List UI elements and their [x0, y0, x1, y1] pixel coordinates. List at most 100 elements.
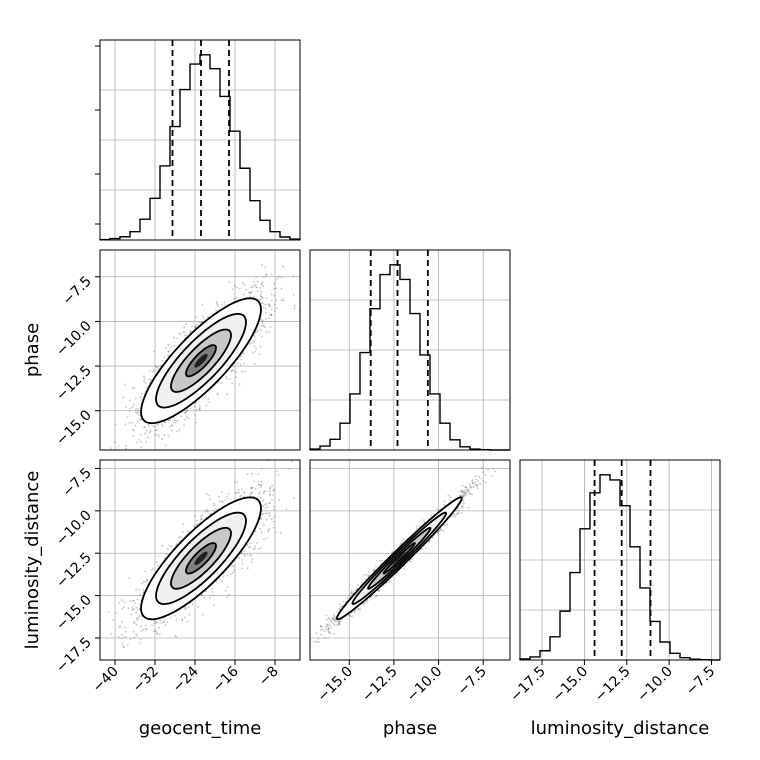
scatter-point — [261, 302, 263, 304]
scatter-point — [244, 288, 247, 291]
scatter-point — [463, 491, 466, 494]
scatter-point — [432, 512, 435, 515]
scatter-point — [135, 611, 138, 614]
scatter-point — [349, 594, 351, 597]
scatter-point — [238, 287, 241, 290]
contour-line — [140, 496, 262, 621]
scatter-point — [230, 370, 233, 372]
scatter-point — [372, 570, 375, 572]
scatter-point — [213, 502, 215, 505]
scatter-point — [461, 506, 463, 509]
scatter-point — [184, 334, 187, 337]
scatter-point — [251, 487, 254, 490]
scatter-point — [169, 348, 172, 351]
scatter-point — [145, 579, 148, 581]
scatter-point — [120, 620, 123, 623]
scatter-point — [260, 518, 263, 520]
x-tick-label: −12.5 — [592, 664, 634, 706]
scatter-point — [207, 401, 210, 403]
scatter-point — [163, 421, 166, 423]
scatter-point — [258, 483, 260, 486]
scatter-point — [260, 295, 262, 298]
scatter-point — [135, 633, 137, 635]
scatter-point — [324, 637, 327, 639]
scatter-point — [139, 638, 142, 641]
scatter-point — [147, 378, 150, 381]
scatter-point — [139, 593, 142, 596]
scatter-point — [226, 574, 229, 577]
scatter-point — [231, 288, 234, 291]
scatter-point — [336, 620, 339, 622]
scatter-point — [142, 589, 145, 591]
scatter-point — [183, 616, 186, 619]
y-tick-label: −17.5 — [53, 634, 95, 676]
scatter-point — [195, 409, 198, 411]
scatter-point — [273, 508, 276, 511]
scatter-point — [138, 615, 141, 618]
scatter-point — [461, 505, 464, 508]
scatter-point — [266, 506, 269, 509]
scatter-point — [277, 275, 280, 278]
scatter-point — [122, 645, 125, 648]
scatter-point — [181, 619, 184, 622]
scatter-point — [242, 353, 244, 355]
scatter-point — [272, 489, 275, 492]
scatter-point — [223, 301, 226, 304]
scatter-point — [462, 490, 465, 493]
scatter-point — [328, 630, 331, 633]
scatter-point — [436, 531, 439, 534]
scatter-point — [337, 622, 340, 625]
scatter-point — [432, 536, 434, 539]
scatter-point — [135, 588, 137, 591]
scatter-point — [146, 386, 148, 389]
y-tick-label: −10.0 — [53, 507, 95, 549]
scatter-point — [139, 418, 142, 420]
scatter-point — [464, 485, 467, 488]
scatter-point — [110, 447, 112, 449]
scatter-point — [181, 618, 184, 621]
scatter-point — [135, 623, 138, 626]
scatter-point — [249, 493, 252, 496]
scatter-point — [462, 502, 465, 505]
scatter-point — [205, 508, 208, 511]
scatter-point — [428, 539, 431, 542]
scatter-point — [155, 429, 158, 432]
scatter-point — [263, 326, 266, 329]
scatter-point — [249, 546, 251, 549]
scatter-point — [234, 370, 237, 373]
scatter-point — [194, 413, 197, 416]
scatter-point — [201, 304, 204, 306]
scatter-point — [182, 531, 184, 534]
scatter-point — [203, 596, 206, 599]
scatter-point — [186, 409, 188, 412]
scatter-point — [138, 413, 140, 416]
scatter-point — [167, 350, 170, 353]
scatter-point — [271, 484, 274, 487]
scatter-point — [225, 377, 228, 380]
joint-panel-phase-luminosity_distance — [309, 459, 511, 661]
scatter-point — [462, 495, 464, 498]
scatter-point — [217, 382, 220, 385]
scatter-point — [266, 512, 269, 515]
scatter-point — [428, 540, 431, 543]
scatter-point — [248, 343, 251, 345]
scatter-point — [243, 495, 245, 498]
scatter-point — [119, 624, 121, 627]
scatter-point — [114, 423, 117, 426]
scatter-point — [163, 620, 166, 623]
scatter-point — [317, 637, 320, 640]
scatter-point — [485, 481, 487, 484]
scatter-point — [203, 317, 206, 320]
scatter-point — [153, 619, 156, 622]
scatter-point — [268, 303, 270, 306]
scatter-point — [161, 544, 164, 547]
scatter-point — [176, 337, 178, 339]
scatter-point — [227, 498, 230, 500]
contour-line — [155, 312, 247, 409]
scatter-point — [260, 318, 263, 321]
scatter-point — [338, 444, 340, 446]
scatter-point — [136, 441, 139, 444]
scatter-point — [338, 607, 341, 610]
scatter-point — [261, 322, 264, 325]
scatter-point — [288, 441, 290, 443]
